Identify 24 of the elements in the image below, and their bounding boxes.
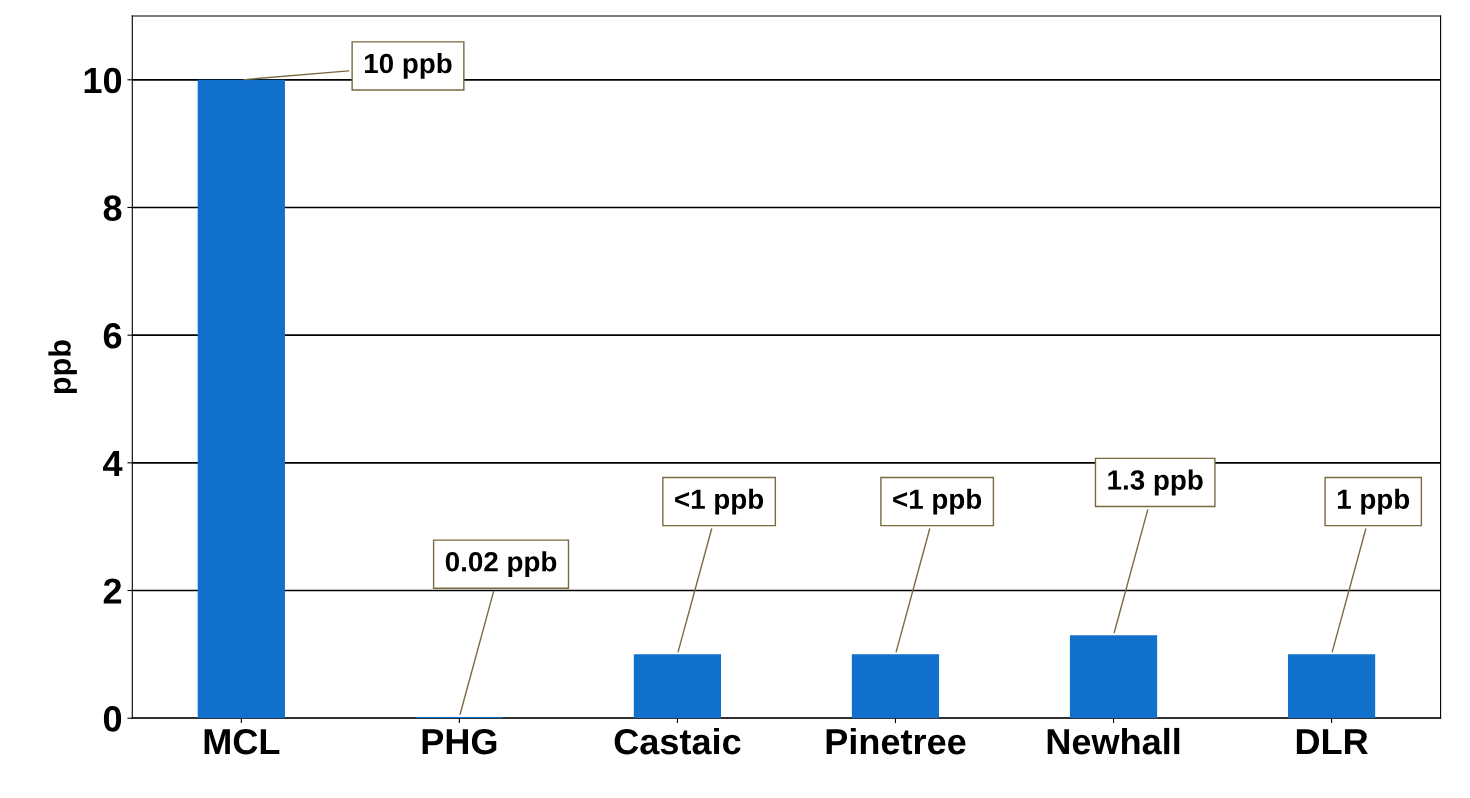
y-axis-title: ppb	[48, 340, 77, 394]
x-tick-label: DLR	[1296, 729, 1368, 755]
y-tick-label: 0	[103, 706, 122, 732]
x-tick-label: MCL	[204, 728, 280, 755]
data-label: 1 ppb	[1337, 488, 1410, 515]
bar	[1287, 654, 1376, 719]
bar	[197, 79, 285, 719]
bar	[1069, 635, 1158, 719]
x-tick-label: Castaic	[614, 727, 741, 755]
data-label: 1.3 ppb	[1108, 469, 1203, 496]
y-tick-label: 10	[84, 67, 122, 94]
y-tick-label: 8	[103, 195, 122, 221]
x-tick-label: Pinetree	[826, 727, 966, 755]
bar	[633, 654, 722, 719]
data-label: <1 ppb	[675, 488, 764, 515]
data-label: 0.02 ppb	[445, 551, 557, 578]
y-tick-label: 4	[103, 451, 123, 476]
x-tick-label: PHG	[422, 728, 497, 755]
y-tick-label: 6	[103, 323, 122, 349]
data-label: 10 ppb	[364, 52, 452, 79]
x-tick-label: Newhall	[1047, 727, 1180, 755]
data-label: <1 ppb	[893, 488, 982, 515]
y-tick-label: 2	[103, 578, 122, 604]
bar	[851, 654, 940, 719]
